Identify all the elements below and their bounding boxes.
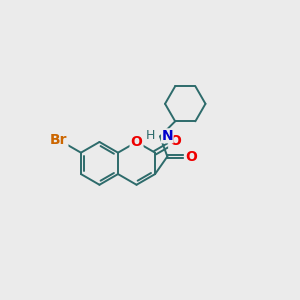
Text: N: N <box>161 129 173 143</box>
Text: O: O <box>185 149 197 164</box>
Text: Br: Br <box>50 133 67 147</box>
Text: O: O <box>169 134 181 148</box>
Text: O: O <box>130 135 142 149</box>
Text: H: H <box>146 129 155 142</box>
